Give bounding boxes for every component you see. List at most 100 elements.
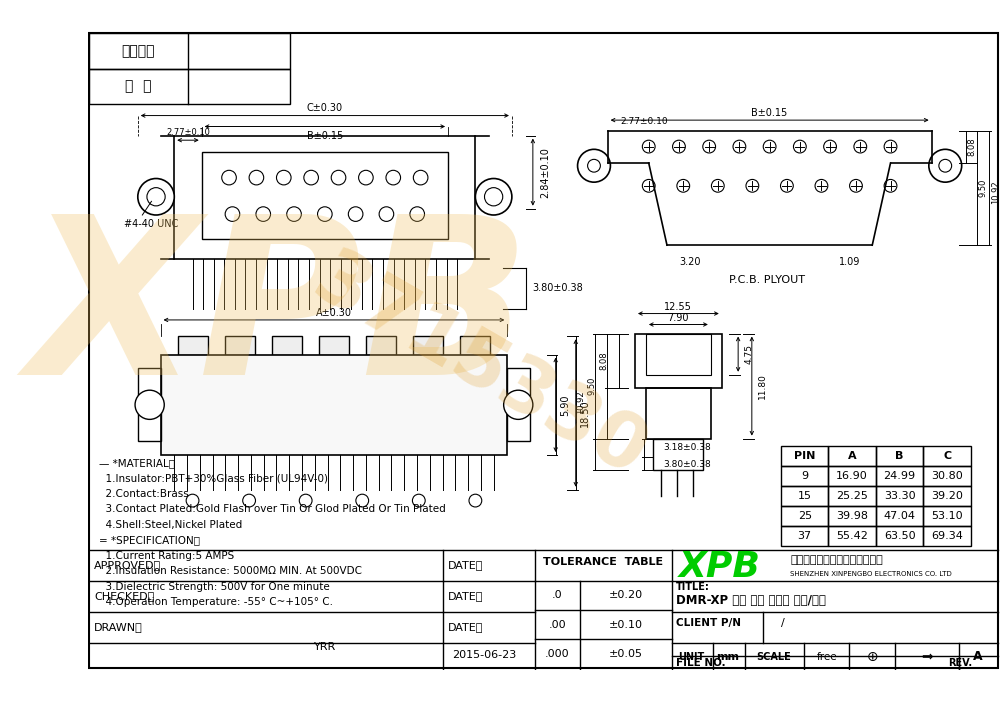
Circle shape: [504, 390, 533, 419]
Text: DMR-XP 公头 又锁 锁螺丝 半金/全金: DMR-XP 公头 又锁 锁螺丝 半金/全金: [676, 594, 826, 608]
Bar: [507, 368, 530, 442]
Bar: [876, 446, 923, 466]
Circle shape: [304, 170, 318, 185]
Text: XPB: XPB: [27, 207, 531, 421]
Text: DATE：: DATE：: [448, 622, 483, 632]
Bar: [923, 526, 971, 546]
Bar: [646, 388, 711, 439]
Text: XPB: XPB: [679, 550, 761, 584]
Text: 2.Insulation Resistance: 5000MΩ MIN. At 500VDC: 2.Insulation Resistance: 5000MΩ MIN. At …: [99, 566, 362, 576]
Text: ±0.10: ±0.10: [609, 620, 643, 629]
Text: FILE NO.: FILE NO.: [676, 658, 726, 668]
Circle shape: [222, 170, 236, 185]
Text: .0: .0: [552, 590, 563, 601]
Text: C±0.30: C±0.30: [307, 103, 343, 114]
Circle shape: [588, 159, 600, 172]
Text: C: C: [943, 451, 951, 461]
Text: 3.80±0.38: 3.80±0.38: [532, 283, 583, 293]
Text: 3.Dielectric Strength: 500V for One minute: 3.Dielectric Strength: 500V for One minu…: [99, 582, 329, 592]
Bar: [319, 336, 349, 355]
Circle shape: [884, 140, 897, 153]
Bar: [828, 446, 876, 466]
Text: .00: .00: [549, 620, 566, 629]
Text: APPROVED：: APPROVED：: [94, 560, 161, 571]
Text: 2.77±0.10: 2.77±0.10: [166, 128, 210, 137]
Text: 1.09: 1.09: [839, 257, 860, 266]
Circle shape: [379, 207, 394, 222]
Text: 9: 9: [801, 471, 808, 481]
Circle shape: [642, 179, 655, 192]
Text: 7.90: 7.90: [667, 313, 689, 323]
Text: 3.Contact Plated:Gold Flash over Tin Or Glod Plated Or Tin Plated: 3.Contact Plated:Gold Flash over Tin Or …: [99, 504, 445, 515]
Text: 1.Insulator:PBT+30%Glass Fiber (UL94V-0): 1.Insulator:PBT+30%Glass Fiber (UL94V-0): [99, 473, 328, 483]
Text: TOLERANCE  TABLE: TOLERANCE TABLE: [543, 557, 663, 566]
Circle shape: [356, 494, 369, 507]
Bar: [653, 439, 703, 470]
Bar: [366, 336, 396, 355]
Circle shape: [884, 179, 897, 192]
Text: 3.80±0.38: 3.80±0.38: [663, 460, 711, 468]
Text: 4.Operation Temperature: -55° C~+105° C.: 4.Operation Temperature: -55° C~+105° C.: [99, 597, 333, 607]
Text: 69.34: 69.34: [931, 531, 963, 541]
Bar: [460, 336, 490, 355]
Text: free: free: [816, 652, 837, 662]
Text: 15: 15: [798, 491, 812, 501]
Text: YRR: YRR: [314, 641, 336, 651]
Circle shape: [850, 179, 862, 192]
Circle shape: [854, 140, 867, 153]
Text: = *SPECIFICATION：: = *SPECIFICATION：: [99, 536, 200, 545]
Bar: [828, 526, 876, 546]
Text: 30.80: 30.80: [931, 471, 963, 481]
Circle shape: [225, 207, 240, 222]
Text: 10.92: 10.92: [991, 180, 1000, 204]
Circle shape: [673, 140, 685, 153]
Text: 63.50: 63.50: [884, 531, 915, 541]
Text: 客户确认: 客户确认: [121, 43, 155, 57]
Circle shape: [642, 140, 655, 153]
Bar: [202, 152, 448, 239]
Text: UNIT: UNIT: [678, 652, 705, 662]
Circle shape: [318, 207, 332, 222]
Text: P.C.B. PLYOUT: P.C.B. PLYOUT: [729, 275, 805, 285]
Circle shape: [763, 140, 776, 153]
Bar: [178, 336, 208, 355]
Text: REV.: REV.: [948, 658, 972, 668]
Text: 37: 37: [798, 531, 812, 541]
Text: DATE：: DATE：: [448, 592, 483, 601]
Circle shape: [135, 390, 164, 419]
Text: 9.50: 9.50: [588, 376, 597, 395]
Text: 55.42: 55.42: [836, 531, 868, 541]
Text: 3.18±0.38: 3.18±0.38: [663, 443, 711, 452]
Text: 3.20: 3.20: [679, 257, 701, 266]
Text: 8.08: 8.08: [600, 352, 609, 370]
Circle shape: [243, 494, 255, 507]
Circle shape: [186, 494, 199, 507]
Bar: [923, 446, 971, 466]
Text: CLIENT P/N: CLIENT P/N: [676, 618, 741, 628]
Circle shape: [410, 207, 425, 222]
Circle shape: [711, 179, 724, 192]
Text: /: /: [781, 618, 785, 628]
Circle shape: [929, 149, 962, 182]
Bar: [781, 446, 828, 466]
Text: 24.99: 24.99: [884, 471, 916, 481]
Bar: [876, 506, 923, 526]
Text: 12.55: 12.55: [664, 302, 692, 312]
Bar: [781, 506, 828, 526]
Text: 4.75: 4.75: [745, 343, 754, 364]
Text: 深圳市钑鹏博电子科技有限公司: 深圳市钑鹏博电子科技有限公司: [790, 555, 883, 565]
Bar: [781, 526, 828, 546]
Text: ±0.20: ±0.20: [609, 590, 643, 601]
Circle shape: [276, 170, 291, 185]
Text: PIN: PIN: [794, 451, 815, 461]
Text: A: A: [848, 451, 857, 461]
Text: CHECKED：: CHECKED：: [94, 592, 154, 601]
Bar: [923, 466, 971, 486]
Bar: [89, 69, 290, 104]
Bar: [876, 486, 923, 506]
Bar: [876, 466, 923, 486]
Text: #4-40 UNC: #4-40 UNC: [124, 219, 178, 229]
Text: B±0.15: B±0.15: [307, 130, 343, 141]
Circle shape: [469, 494, 482, 507]
Circle shape: [703, 140, 716, 153]
